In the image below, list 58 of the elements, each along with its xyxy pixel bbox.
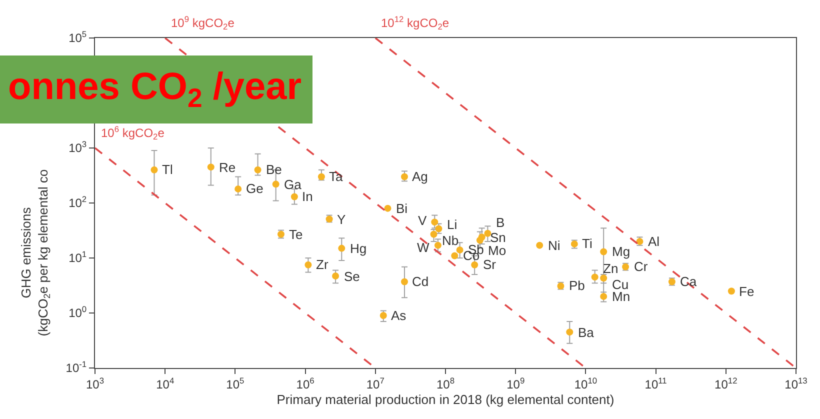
annotation: onnes CO$_{2}$ /year: [8, 66, 302, 113]
annotation: Cr: [634, 259, 648, 274]
annotation: Nb: [442, 233, 459, 248]
annotation: Hg: [350, 241, 367, 256]
annotation: Fe: [739, 284, 754, 299]
annotation: As: [391, 308, 407, 323]
annotation: 10$^{12}$ kgCO$_{2}$e: [381, 14, 450, 32]
x-tick-label: 10$^{8}$: [436, 375, 455, 392]
y-tick-label: 10$^{1}$: [68, 249, 87, 266]
x-tick-label: 10$^{13}$: [784, 375, 808, 392]
x-tick-label: 10$^{11}$: [644, 375, 668, 392]
x-tick-label: 10$^{4}$: [156, 375, 174, 392]
annotation: Zn: [603, 261, 618, 276]
x-tick-label: 10$^{10}$: [574, 375, 598, 392]
annotation: Ag: [412, 169, 428, 184]
annotation: Ga: [284, 177, 302, 192]
annotation: Ba: [578, 325, 595, 340]
annotation: Mo: [488, 243, 506, 258]
annotation: Ta: [329, 169, 344, 184]
x-tick-label: 10$^{3}$: [86, 375, 104, 392]
annotation: Te: [289, 227, 303, 242]
annotation: Y: [337, 212, 346, 227]
annotation: Ge: [246, 181, 264, 196]
annotation: B: [496, 215, 505, 230]
y-tick-label: 10$^{-1}$: [66, 359, 87, 376]
annotation: Ti: [582, 236, 592, 251]
annotation: Bi: [396, 201, 408, 216]
annotation: Se: [344, 269, 360, 284]
x-tick-label: 10$^{5}$: [226, 375, 245, 392]
y-tick-label: 10$^{0}$: [68, 304, 87, 320]
annotation: In: [302, 189, 313, 204]
annotation: Pb: [569, 278, 585, 293]
annotation: Cd: [412, 274, 429, 289]
annotation: Mg: [612, 244, 630, 259]
annotation: 10$^{6}$ kgCO$_{2}$e: [101, 124, 165, 142]
annotation: Cu: [612, 277, 629, 292]
x-tick-label: 10$^{7}$: [366, 375, 385, 392]
y-tick-label: 10$^{3}$: [68, 139, 87, 156]
annotation: Li: [447, 217, 458, 232]
annotation: Tl: [162, 162, 173, 177]
x-tick-label: 10$^{6}$: [296, 375, 315, 392]
annotation: Ca: [680, 274, 698, 289]
annotation: 10$^{9}$ kgCO$_{2}$e: [171, 14, 235, 32]
annotation: V: [418, 213, 427, 228]
annotation: Sr: [483, 257, 497, 272]
x-axis-title: Primary material production in 2018 (kg elemental content): [276, 392, 614, 407]
annotation: Be: [266, 162, 282, 177]
y-tick-label: 10$^{2}$: [68, 194, 87, 210]
annotation: Al: [648, 234, 660, 249]
y-tick-label: 10$^{5}$: [68, 29, 87, 46]
annotation: W: [417, 240, 430, 255]
x-tick-label: 10$^{9}$: [506, 375, 525, 392]
annotation: Mn: [612, 289, 630, 304]
annotation: Sn: [490, 230, 506, 245]
annotation: Zr: [316, 257, 329, 272]
x-tick-label: 10$^{12}$: [714, 375, 738, 392]
annotation: Re: [219, 160, 236, 175]
annotation: Ni: [548, 238, 560, 253]
